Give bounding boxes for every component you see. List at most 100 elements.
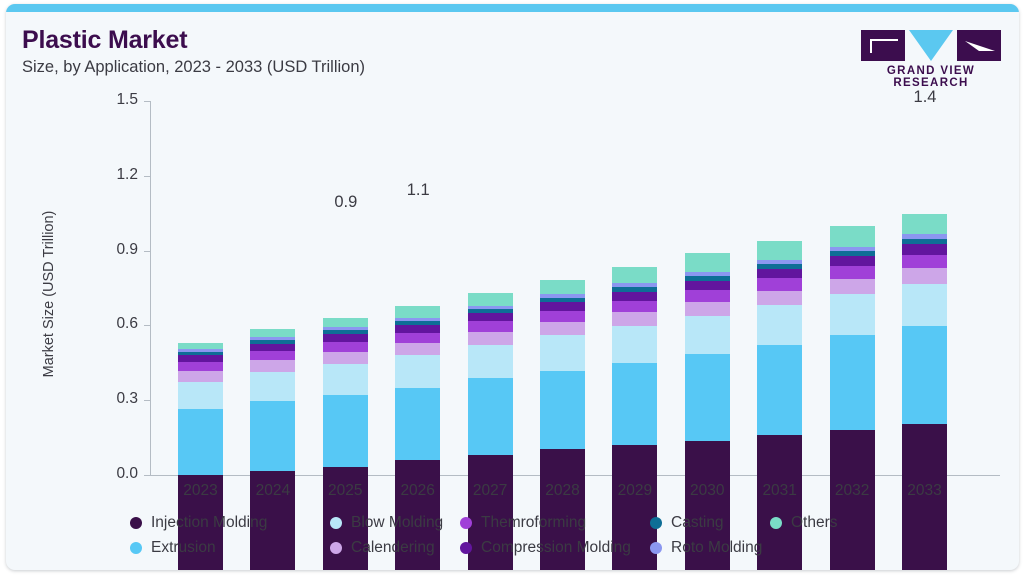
bar-segment[interactable]: [757, 259, 803, 264]
bar-segment[interactable]: [829, 256, 875, 267]
bar-segment[interactable]: [178, 409, 223, 476]
bar-segment[interactable]: [684, 289, 730, 302]
bar-segment[interactable]: [322, 327, 368, 331]
bar-segment[interactable]: [250, 371, 296, 401]
bar-segment[interactable]: [395, 387, 441, 461]
bar-segment[interactable]: [757, 268, 803, 279]
bar-segment[interactable]: [757, 240, 803, 260]
bar-segment[interactable]: [467, 305, 513, 309]
bar-segment[interactable]: [395, 324, 441, 333]
bar-segment[interactable]: [757, 344, 803, 435]
legend-item[interactable]: Compression Molding: [460, 537, 631, 559]
bar-segment[interactable]: [250, 350, 296, 361]
bar-segment[interactable]: [178, 475, 223, 570]
bar-segment[interactable]: [612, 283, 658, 287]
bar-segment[interactable]: [250, 343, 296, 351]
bar-group[interactable]: [467, 99, 513, 570]
bar-segment[interactable]: [612, 291, 658, 301]
bar-segment[interactable]: [178, 355, 223, 363]
bar-segment[interactable]: [829, 250, 875, 257]
bar-segment[interactable]: [829, 246, 875, 251]
bar-segment[interactable]: [322, 341, 368, 352]
bar-segment[interactable]: [684, 315, 730, 354]
bar-segment[interactable]: [467, 378, 513, 455]
legend-item[interactable]: Casting: [650, 512, 724, 534]
bar-segment[interactable]: [540, 294, 585, 298]
bar-segment[interactable]: [322, 466, 368, 570]
bar-segment[interactable]: [395, 305, 441, 318]
bar-segment[interactable]: [322, 351, 368, 364]
bar-segment[interactable]: [612, 267, 658, 284]
bar-segment[interactable]: [467, 454, 513, 570]
bar-segment[interactable]: [684, 275, 730, 281]
bar-segment[interactable]: [829, 429, 875, 570]
bar-segment[interactable]: [250, 339, 296, 344]
bar-segment[interactable]: [829, 294, 875, 336]
bar-segment[interactable]: [612, 286, 658, 292]
bar-segment[interactable]: [540, 279, 585, 295]
bar-group[interactable]: [684, 99, 730, 570]
bar-segment[interactable]: [902, 283, 947, 327]
bar-segment[interactable]: [395, 460, 441, 570]
bar-segment[interactable]: [250, 329, 296, 338]
legend-item[interactable]: Calendering: [330, 537, 435, 559]
legend-item[interactable]: Blow Molding: [330, 512, 443, 534]
bar-segment[interactable]: [757, 305, 803, 345]
bar-segment[interactable]: [902, 424, 947, 570]
bar-segment[interactable]: [395, 317, 441, 321]
bar-segment[interactable]: [612, 300, 658, 313]
bar-segment[interactable]: [902, 213, 947, 235]
bar-segment[interactable]: [467, 321, 513, 333]
bar-segment[interactable]: [829, 335, 875, 430]
bar-segment[interactable]: [178, 362, 223, 372]
bar-segment[interactable]: [902, 254, 947, 269]
bar-segment[interactable]: [684, 253, 730, 272]
bar-segment[interactable]: [684, 440, 730, 570]
legend-item[interactable]: Others: [770, 512, 838, 534]
bar-segment[interactable]: [322, 363, 368, 395]
bar-segment[interactable]: [322, 330, 368, 335]
bar-segment[interactable]: [829, 279, 875, 295]
bar-segment[interactable]: [178, 349, 223, 352]
bar-group[interactable]: [612, 99, 658, 570]
bar-segment[interactable]: [467, 332, 513, 345]
stacked-bar[interactable]: [250, 329, 296, 570]
bar-segment[interactable]: [757, 290, 803, 306]
legend-item[interactable]: Themroforming: [460, 512, 586, 534]
bar-segment[interactable]: [612, 312, 658, 326]
bar-segment[interactable]: [178, 351, 223, 356]
bar-segment[interactable]: [540, 302, 585, 311]
bar-segment[interactable]: [467, 293, 513, 306]
bar-group[interactable]: [902, 99, 947, 570]
stacked-bar[interactable]: [178, 343, 223, 570]
bar-segment[interactable]: [467, 313, 513, 322]
bar-segment[interactable]: [684, 271, 730, 276]
bar-segment[interactable]: [322, 334, 368, 342]
legend-item[interactable]: Extrusion: [130, 537, 216, 559]
bar-segment[interactable]: [684, 280, 730, 290]
bar-segment[interactable]: [684, 353, 730, 441]
bar-segment[interactable]: [250, 400, 296, 471]
bar-segment[interactable]: [178, 343, 223, 350]
bar-group[interactable]: [322, 99, 368, 570]
bar-segment[interactable]: [540, 297, 585, 303]
bar-segment[interactable]: [902, 326, 947, 425]
bar-group[interactable]: [178, 99, 223, 570]
bar-group[interactable]: [540, 99, 585, 570]
bar-segment[interactable]: [467, 309, 513, 314]
bar-segment[interactable]: [178, 371, 223, 382]
stacked-bar[interactable]: [395, 305, 441, 570]
bar-segment[interactable]: [612, 325, 658, 363]
stacked-bar[interactable]: [902, 213, 947, 570]
stacked-bar[interactable]: [467, 293, 513, 570]
stacked-bar[interactable]: [757, 240, 803, 570]
bar-group[interactable]: [395, 99, 441, 570]
bar-segment[interactable]: [902, 238, 947, 245]
bar-segment[interactable]: [829, 225, 875, 247]
bar-segment[interactable]: [540, 449, 585, 570]
bar-segment[interactable]: [757, 434, 803, 570]
bar-segment[interactable]: [322, 394, 368, 467]
stacked-bar[interactable]: [829, 225, 875, 570]
bar-segment[interactable]: [395, 343, 441, 356]
bar-segment[interactable]: [757, 263, 803, 269]
